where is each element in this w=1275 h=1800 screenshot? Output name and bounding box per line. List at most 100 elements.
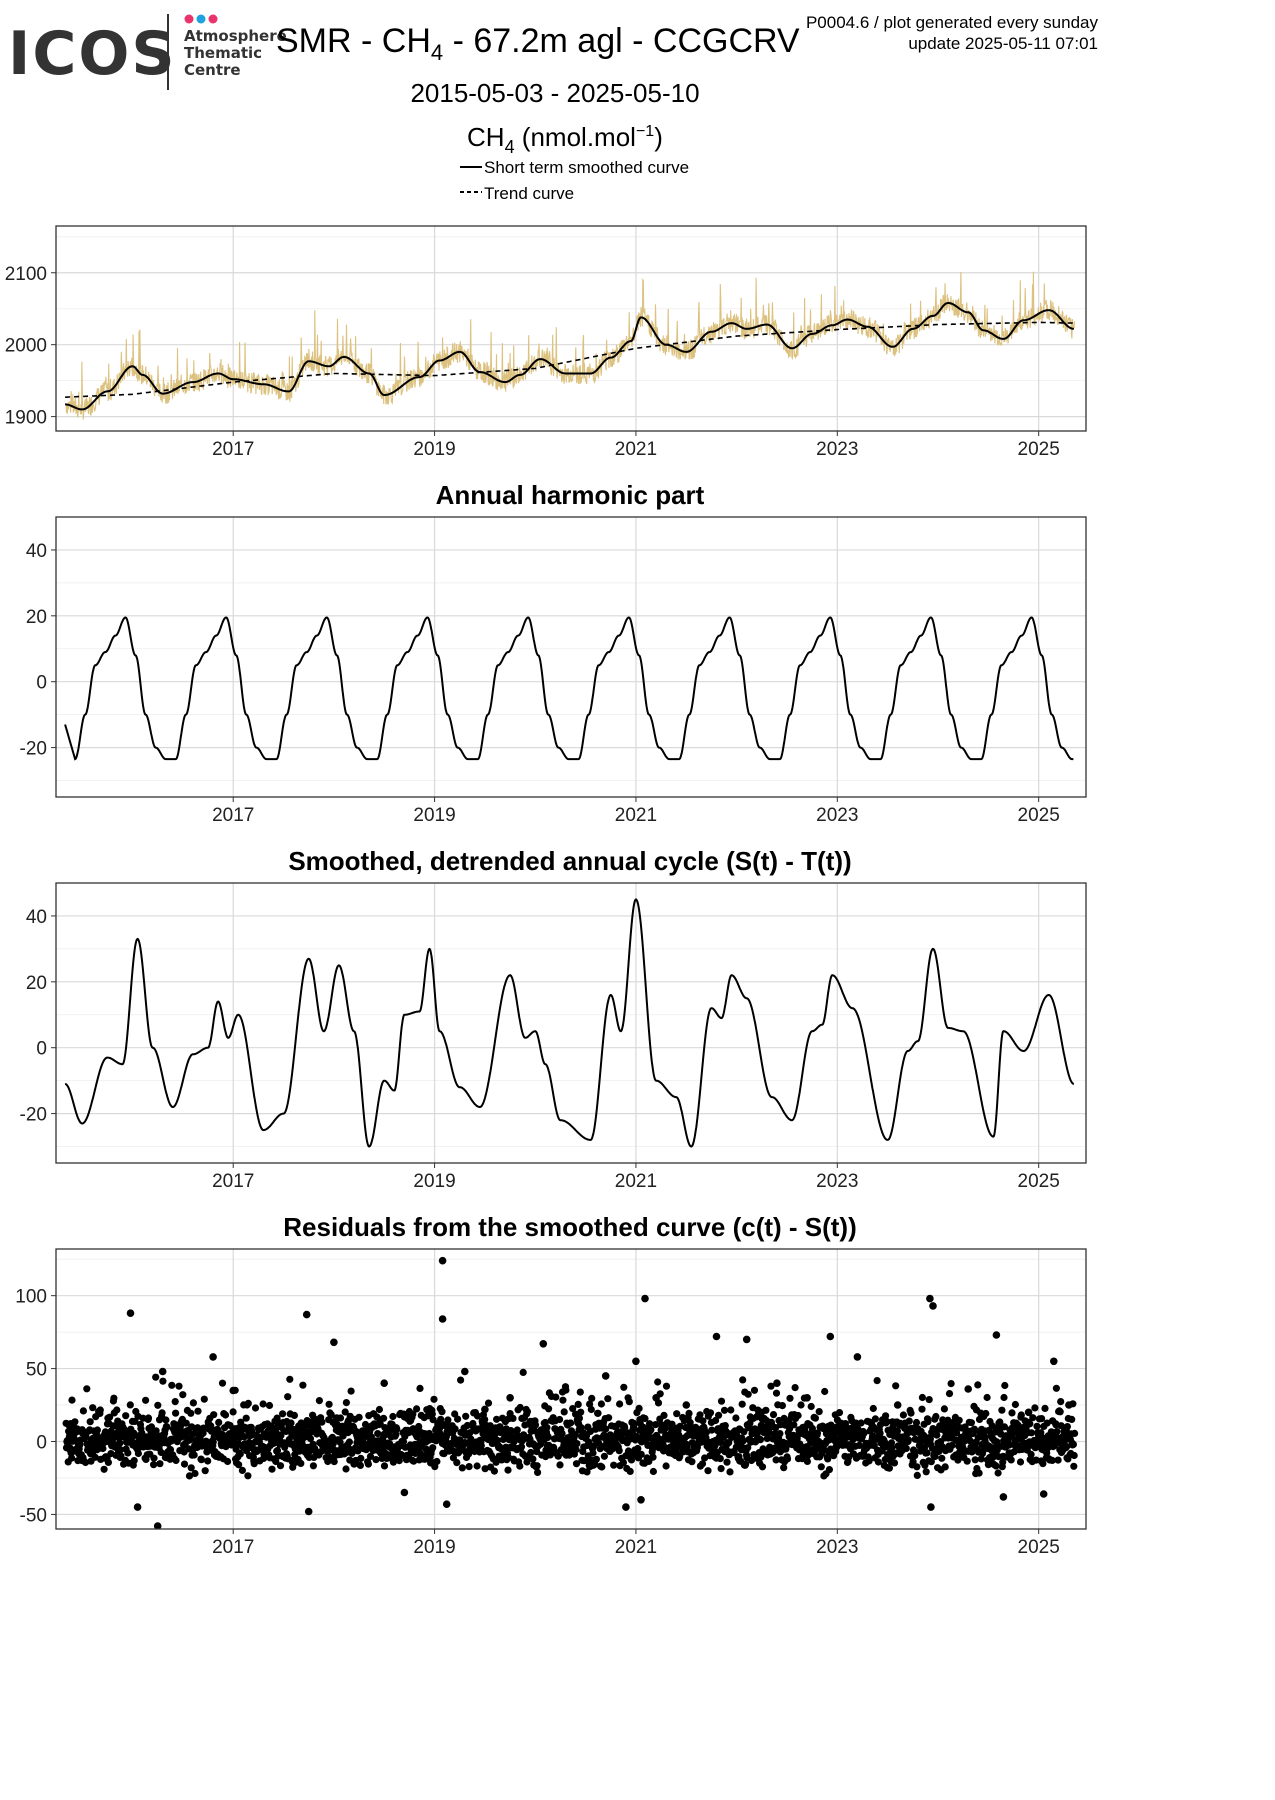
- residual-point: [685, 1409, 693, 1417]
- unit-label: CH4 (nmol.mol−1): [467, 122, 663, 157]
- residual-point: [975, 1469, 983, 1477]
- residual-point: [144, 1414, 153, 1422]
- residual-point: [797, 1401, 805, 1409]
- residual-point: [750, 1386, 759, 1394]
- residual-point: [1026, 1420, 1034, 1428]
- residual-point: [138, 1429, 146, 1437]
- residual-point: [791, 1384, 799, 1392]
- y-tick-label: 0: [36, 1433, 47, 1454]
- residual-point: [238, 1466, 246, 1474]
- residual-point: [484, 1399, 493, 1407]
- residual-point: [477, 1442, 485, 1450]
- residual-point: [284, 1393, 292, 1401]
- residual-point: [122, 1412, 130, 1420]
- residual-point: [742, 1460, 750, 1468]
- residual-point: [918, 1393, 927, 1402]
- y-tick-label: -20: [20, 739, 47, 760]
- residual-point: [999, 1458, 1007, 1466]
- residual-point: [1017, 1411, 1025, 1419]
- residual-point: [273, 1446, 282, 1455]
- residual-point: [481, 1465, 489, 1473]
- residual-point: [758, 1463, 767, 1471]
- residual-point: [348, 1449, 356, 1457]
- residual-point: [808, 1424, 817, 1433]
- residual-point: [1027, 1429, 1036, 1437]
- residual-point: [712, 1416, 720, 1425]
- chart-panel-2: 2017 2019 2021 2023 2025 -20 0 20 40: [20, 516, 1087, 826]
- panel-title-residuals: Residuals from the smoothed curve (c(t) …: [283, 1212, 857, 1242]
- residual-point: [913, 1471, 921, 1479]
- residual-point: [204, 1457, 212, 1465]
- residual-point: [229, 1408, 237, 1416]
- residual-point: [573, 1440, 581, 1448]
- residual-point: [152, 1373, 160, 1381]
- residual-point: [907, 1409, 915, 1417]
- residual-point: [725, 1439, 733, 1447]
- residual-point: [923, 1449, 931, 1457]
- residual-point: [71, 1418, 79, 1426]
- trend-curve-series: [65, 321, 1074, 398]
- residual-point: [172, 1409, 180, 1417]
- residual-point: [577, 1408, 585, 1416]
- residual-point: [926, 1435, 935, 1443]
- x-tick-label: 2021: [615, 1171, 657, 1192]
- residual-point: [588, 1394, 596, 1402]
- residual-point: [813, 1429, 822, 1437]
- residual-point: [259, 1400, 267, 1408]
- residual-point: [380, 1379, 389, 1387]
- residual-point: [835, 1409, 844, 1417]
- x-tick-label: 2023: [816, 439, 858, 460]
- residual-point: [668, 1420, 676, 1428]
- residual-point: [187, 1409, 195, 1417]
- residual-point: [911, 1452, 919, 1460]
- residual-point: [309, 1462, 317, 1470]
- residual-point: [630, 1419, 638, 1428]
- residual-point: [717, 1465, 725, 1473]
- residual-point: [1052, 1384, 1060, 1392]
- residual-point: [641, 1414, 649, 1423]
- residual-point: [539, 1340, 548, 1348]
- residual-point: [438, 1256, 447, 1265]
- residual-point: [853, 1353, 862, 1361]
- residual-point: [560, 1408, 568, 1416]
- residual-point: [849, 1435, 857, 1444]
- residual-point: [185, 1472, 194, 1480]
- residual-point: [902, 1444, 910, 1452]
- x-tick-label: 2017: [212, 439, 254, 460]
- residual-point: [325, 1453, 334, 1461]
- residual-point: [466, 1429, 474, 1437]
- residual-point: [605, 1414, 613, 1422]
- residual-point: [888, 1444, 896, 1452]
- residual-point: [506, 1394, 514, 1402]
- residual-point: [130, 1457, 138, 1465]
- residual-point: [721, 1422, 729, 1430]
- residual-point: [637, 1496, 645, 1504]
- residual-point: [918, 1405, 926, 1413]
- residual-point: [855, 1441, 864, 1449]
- residual-point: [304, 1507, 313, 1516]
- residual-point: [473, 1462, 481, 1470]
- page-title: SMR - CH4 - 67.2m agl - CCGCRV: [276, 22, 800, 65]
- residual-point: [726, 1468, 734, 1476]
- residual-point: [883, 1418, 891, 1426]
- residual-point: [998, 1406, 1006, 1414]
- legend-label: Trend curve: [484, 184, 574, 203]
- residual-point: [1031, 1404, 1039, 1412]
- unit-prefix: CH: [467, 122, 505, 152]
- logo-dot-icon: [184, 14, 194, 24]
- residual-point: [179, 1391, 187, 1399]
- residual-point: [410, 1457, 418, 1465]
- residual-point: [1070, 1462, 1078, 1470]
- x-tick-label: 2019: [413, 439, 455, 460]
- residual-point: [1056, 1408, 1064, 1416]
- residual-point: [68, 1396, 76, 1404]
- residual-point: [517, 1443, 526, 1451]
- residual-point: [556, 1461, 564, 1469]
- residual-point: [201, 1467, 209, 1475]
- residual-point: [290, 1411, 298, 1419]
- residual-point: [576, 1388, 584, 1396]
- harmonic-curve-series: [64, 616, 1074, 761]
- residual-point: [794, 1431, 802, 1439]
- detrended-cycle-series: [64, 898, 1074, 1148]
